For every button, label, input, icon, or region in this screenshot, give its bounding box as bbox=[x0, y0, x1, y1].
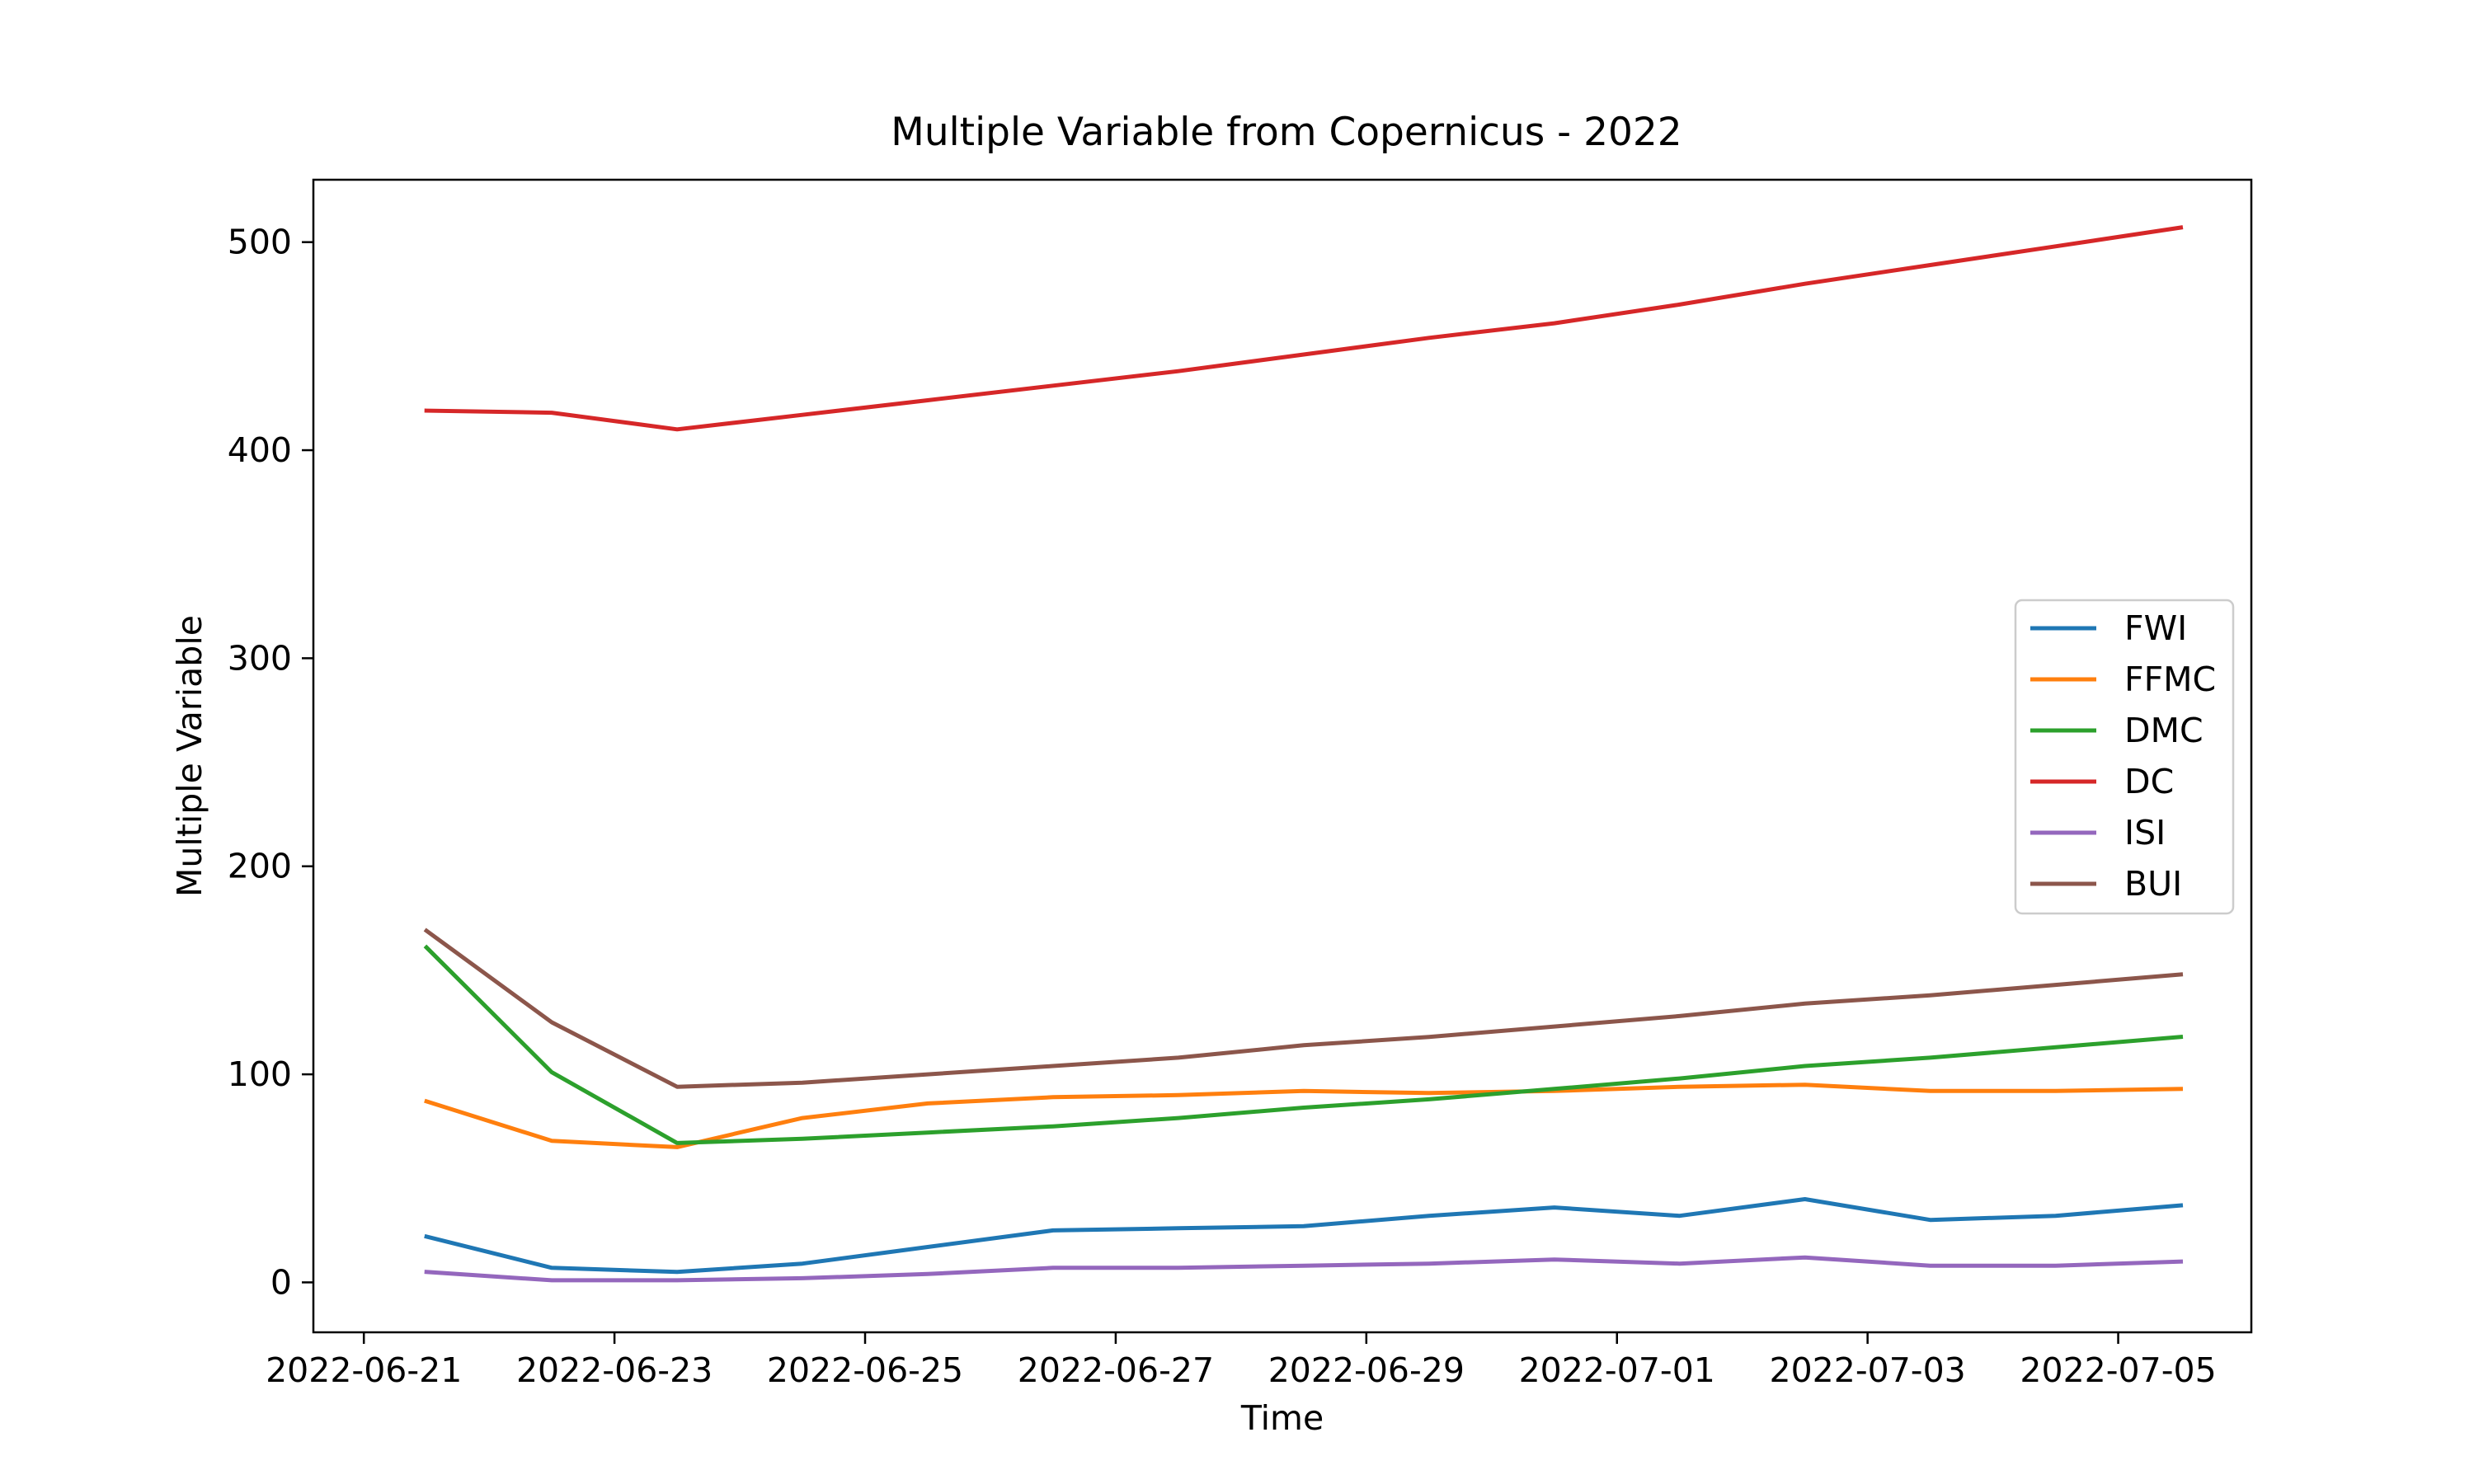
x-tick-label: 2022-07-01 bbox=[1519, 1350, 1715, 1390]
x-axis-label: Time bbox=[1240, 1398, 1324, 1438]
y-tick-label: 300 bbox=[228, 638, 292, 678]
legend-label-dc: DC bbox=[2124, 762, 2174, 801]
x-tick-label: 2022-06-23 bbox=[516, 1350, 713, 1390]
y-tick-label: 200 bbox=[228, 847, 292, 886]
legend-label-bui: BUI bbox=[2124, 864, 2182, 904]
y-axis: 0 100 200 300 400 500 bbox=[228, 223, 313, 1302]
legend: FWI FFMC DMC DC ISI BUI bbox=[2014, 599, 2235, 915]
legend-items: FWI FFMC DMC DC ISI BUI bbox=[2030, 608, 2216, 904]
x-axis: 2022-06-21 2022-06-23 2022-06-25 2022-06-27… bbox=[266, 1332, 2217, 1390]
series-line-dc bbox=[424, 225, 2184, 432]
x-tick-label: 2022-07-03 bbox=[1770, 1350, 1966, 1390]
series-line-dmc bbox=[423, 944, 2184, 1145]
series-lines bbox=[423, 225, 2184, 1283]
x-tick-label: 2022-07-05 bbox=[2020, 1350, 2216, 1390]
series-line-fwi bbox=[424, 1197, 2184, 1275]
y-axis-label: Multiple Variable bbox=[170, 615, 209, 897]
y-tick-label: 0 bbox=[270, 1262, 292, 1302]
chart-title: Multiple Variable from Copernicus - 2022 bbox=[891, 110, 1681, 155]
series-line-bui bbox=[423, 928, 2184, 1089]
y-tick-label: 500 bbox=[228, 223, 292, 262]
legend-label-ffmc: FFMC bbox=[2124, 660, 2216, 699]
x-tick-label: 2022-06-25 bbox=[767, 1350, 963, 1390]
legend-label-dmc: DMC bbox=[2124, 711, 2204, 750]
plot-area-frame bbox=[312, 178, 2253, 1334]
y-tick-label: 100 bbox=[228, 1054, 292, 1094]
y-tick-label: 400 bbox=[228, 430, 292, 470]
x-tick-label: 2022-06-21 bbox=[266, 1350, 462, 1390]
legend-label-fwi: FWI bbox=[2124, 608, 2187, 648]
series-line-ffmc bbox=[424, 1082, 2184, 1149]
series-line-isi bbox=[424, 1255, 2184, 1283]
legend-label-isi: ISI bbox=[2124, 813, 2166, 852]
x-tick-label: 2022-06-29 bbox=[1268, 1350, 1465, 1390]
x-tick-label: 2022-06-27 bbox=[1018, 1350, 1214, 1390]
